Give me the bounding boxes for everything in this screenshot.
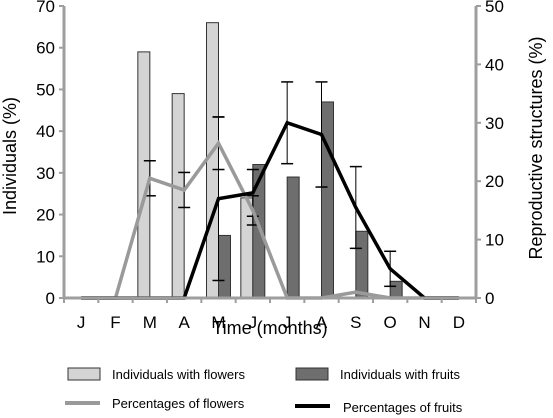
legend-label-flowers-bar: Individuals with flowers — [112, 367, 245, 382]
legend-swatch-fruits-bar — [295, 367, 329, 381]
y-axis-title-left: Individuals (%) — [0, 97, 20, 215]
left-tick-label-6: 60 — [36, 39, 55, 58]
bar-fruits-j-6 — [286, 176, 300, 299]
left-tick-label-4: 40 — [36, 122, 55, 141]
bar-flowers-j-5 — [240, 197, 254, 299]
legend-swatch-flowers-bar — [67, 367, 101, 381]
x-tick-label-6: J — [283, 313, 292, 332]
x-axis-title: Time (months) — [212, 318, 327, 338]
x-tick-label-2: M — [143, 313, 157, 332]
left-tick-label-5: 50 — [36, 80, 55, 99]
right-tick-label-0: 0 — [485, 289, 494, 308]
right-tick-label-4: 40 — [485, 55, 504, 74]
legend-label-fruits-bar: Individuals with fruits — [340, 367, 460, 382]
left-tick-label-2: 20 — [36, 206, 55, 225]
x-tick-label-0: J — [77, 313, 86, 332]
bar-fruits-a-7 — [321, 101, 334, 299]
right-tick-label-3: 30 — [485, 114, 504, 133]
right-axis-ticks: 0 10 20 30 40 50 — [476, 0, 504, 308]
bar-fruits-s-8 — [355, 230, 369, 299]
x-tick-label-5: J — [249, 313, 258, 332]
bar-flowers-a-3 — [171, 93, 185, 299]
x-tick-label-11: D — [453, 313, 465, 332]
legend-label-fruits-line: Percentages of fruits — [343, 400, 463, 415]
right-tick-label-1: 10 — [485, 231, 504, 250]
left-tick-label-1: 10 — [36, 247, 55, 266]
x-tick-label-10: N — [418, 313, 430, 332]
x-tick-label-8: S — [350, 313, 361, 332]
left-tick-label-0: 0 — [46, 289, 55, 308]
bar-fruits-m-4 — [218, 234, 231, 299]
legend-label-flowers-line: Percentages of flowers — [112, 396, 245, 411]
bar-fruits-o-9 — [389, 280, 403, 299]
left-tick-label-3: 30 — [36, 164, 55, 183]
bar-flowers-m-4 — [206, 22, 219, 299]
x-tick-label-4: M — [211, 313, 225, 332]
x-tick-label-9: O — [384, 313, 397, 332]
bar-flowers-m-2 — [137, 51, 151, 299]
left-axis-ticks: 0 10 20 30 40 50 60 70 — [36, 0, 64, 308]
right-tick-label-5: 50 — [485, 0, 504, 16]
x-tick-label-3: A — [178, 313, 190, 332]
x-tick-label-1: F — [110, 313, 120, 332]
right-tick-label-2: 20 — [485, 172, 504, 191]
x-tick-label-7: A — [316, 313, 328, 332]
left-tick-label-7: 70 — [36, 0, 55, 16]
y-axis-title-right: Reproductive structures (%) — [526, 36, 546, 259]
legend: Individuals with flowers Individuals wit… — [65, 367, 463, 415]
